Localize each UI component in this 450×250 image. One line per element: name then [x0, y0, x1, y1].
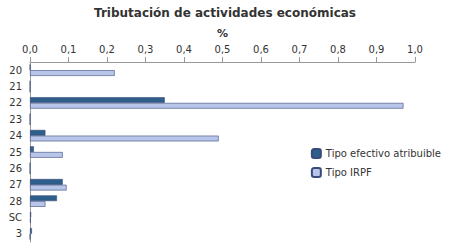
svg-text:0,6: 0,6: [253, 44, 269, 55]
svg-text:24: 24: [9, 130, 22, 141]
svg-text:0,9: 0,9: [369, 44, 385, 55]
svg-text:21: 21: [9, 81, 22, 92]
svg-text:28: 28: [9, 196, 22, 207]
svg-text:25: 25: [9, 147, 22, 158]
svg-text:0,0: 0,0: [22, 44, 38, 55]
svg-text:22: 22: [9, 97, 22, 108]
svg-text:26: 26: [9, 163, 22, 174]
svg-text:0,2: 0,2: [99, 44, 115, 55]
svg-text:0,5: 0,5: [215, 44, 231, 55]
svg-text:20: 20: [9, 65, 22, 76]
svg-text:1,0: 1,0: [407, 44, 423, 55]
svg-text:Tipo IRPF: Tipo IRPF: [325, 167, 372, 178]
svg-text:3: 3: [16, 228, 22, 239]
svg-text:%: %: [217, 27, 228, 40]
svg-text:0,4: 0,4: [176, 44, 192, 55]
svg-text:SC: SC: [9, 212, 22, 223]
svg-text:Tributación de actividades eco: Tributación de actividades económicas: [94, 6, 356, 20]
svg-text:Tipo efectivo atribuible: Tipo efectivo atribuible: [325, 148, 441, 159]
svg-text:27: 27: [9, 179, 22, 190]
svg-text:0,3: 0,3: [138, 44, 154, 55]
svg-text:0,7: 0,7: [292, 44, 308, 55]
svg-text:23: 23: [9, 114, 22, 125]
svg-text:0,8: 0,8: [330, 44, 346, 55]
svg-text:0,1: 0,1: [61, 44, 77, 55]
